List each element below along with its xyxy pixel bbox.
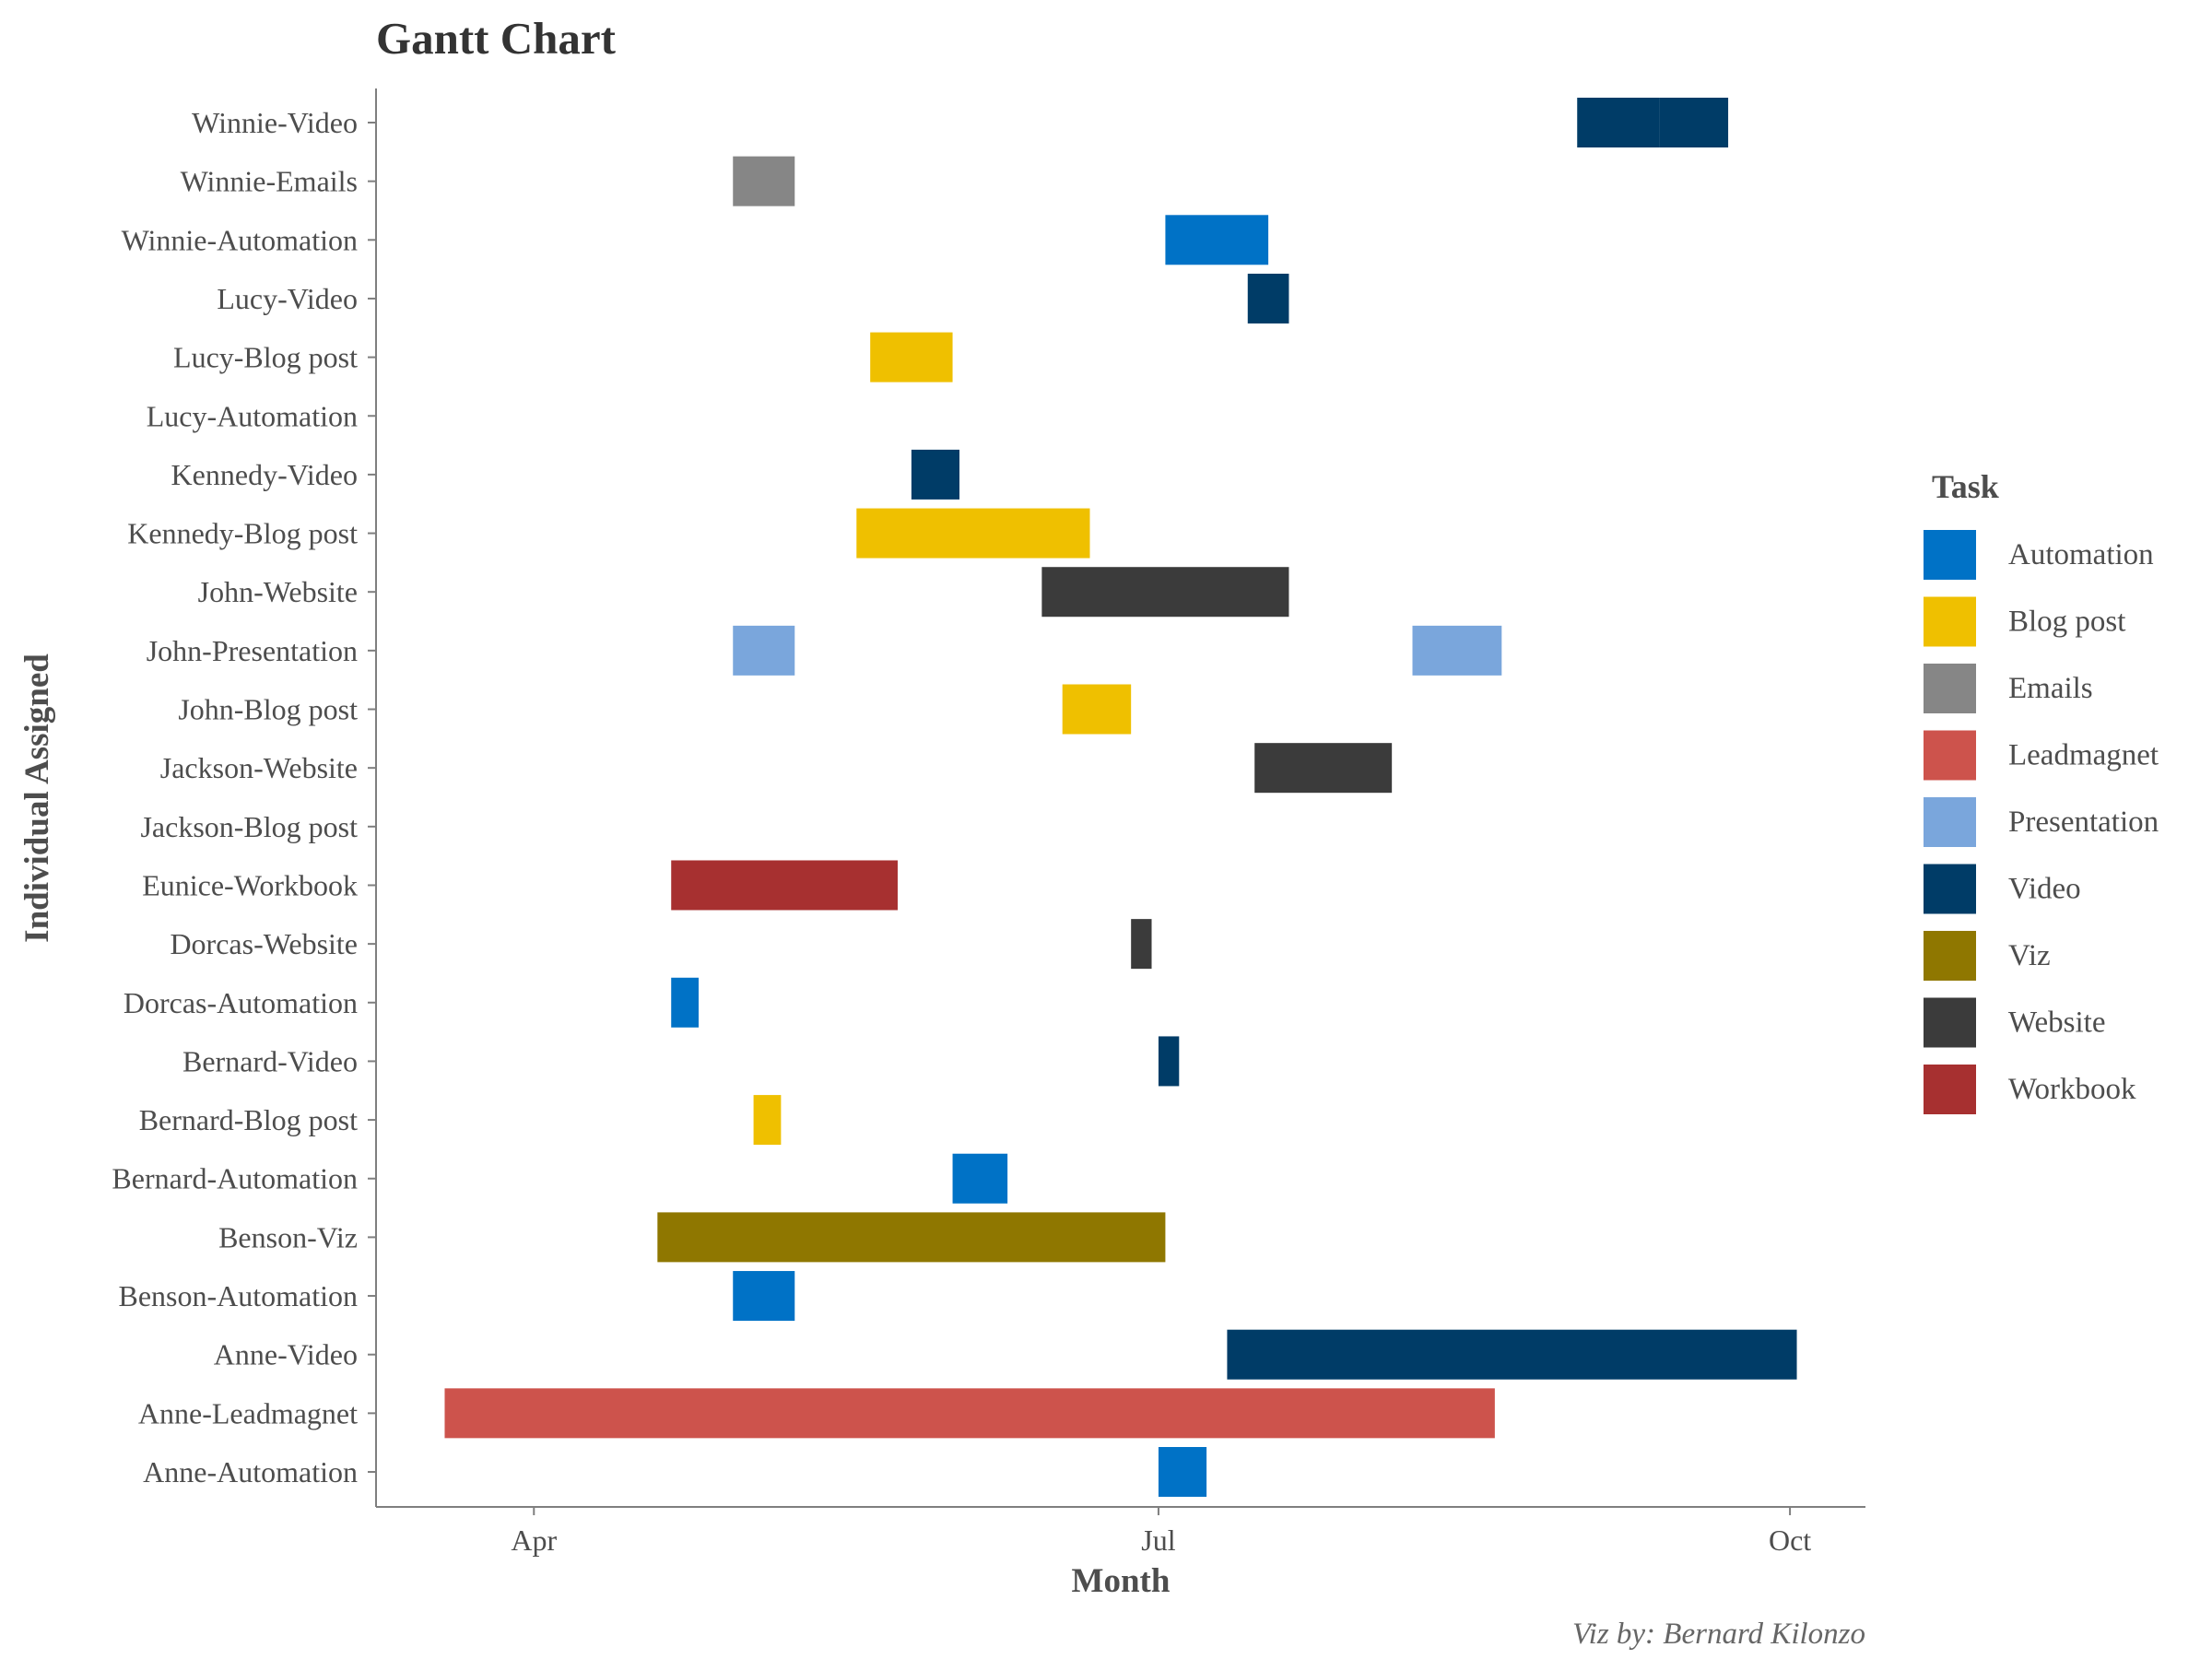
y-tick-label: Winnie-Video bbox=[192, 106, 358, 139]
task-bar bbox=[733, 156, 795, 206]
legend-label: Video bbox=[2008, 873, 2081, 906]
task-bar bbox=[1577, 98, 1660, 147]
legend-label: Leadmagnet bbox=[2008, 739, 2159, 772]
y-tick-label: John-Presentation bbox=[147, 634, 358, 667]
plot-area: Winnie-Video Winnie-Emails Winnie-Automati… bbox=[112, 88, 1865, 1557]
legend-label: Emails bbox=[2008, 672, 2093, 705]
x-tick-label: Apr bbox=[511, 1524, 557, 1557]
task-bar bbox=[444, 1388, 1495, 1439]
legend-key bbox=[1924, 596, 1976, 647]
y-tick-label: Lucy-Video bbox=[217, 282, 358, 315]
legend: Task Automation Blog post Emails Leadmagnet… bbox=[1924, 468, 2159, 1114]
task-bar bbox=[1412, 625, 1502, 676]
legend-label: Automation bbox=[2008, 538, 2154, 571]
task-bar bbox=[1165, 215, 1269, 265]
task-bar bbox=[1062, 684, 1132, 735]
y-tick-label: Dorcas-Automation bbox=[124, 986, 358, 1019]
task-bar bbox=[1254, 743, 1393, 794]
legend-label: Blog post bbox=[2008, 606, 2125, 639]
y-tick-label: Bernard-Automation bbox=[112, 1162, 358, 1195]
y-tick-label: Lucy-Blog post bbox=[173, 341, 358, 374]
y-tick-label: Kennedy-Blog post bbox=[127, 517, 358, 550]
task-bar bbox=[753, 1095, 782, 1146]
task-bar bbox=[1131, 919, 1152, 970]
y-tick-label: Jackson-Blog post bbox=[140, 810, 358, 843]
y-tick-label: Jackson-Website bbox=[160, 751, 358, 784]
legend-key bbox=[1924, 664, 1976, 713]
legend-label: Workbook bbox=[2008, 1073, 2136, 1106]
y-tick-label: Dorcas-Website bbox=[170, 927, 358, 960]
task-bars bbox=[444, 98, 1797, 1497]
task-bar bbox=[1041, 567, 1289, 618]
chart-title: Gantt Chart bbox=[376, 13, 617, 64]
legend-key bbox=[1924, 931, 1976, 981]
task-bar bbox=[952, 1153, 1008, 1204]
y-tick-label: Benson-Viz bbox=[218, 1220, 358, 1253]
legend-key bbox=[1924, 864, 1976, 914]
task-bar bbox=[1158, 1447, 1207, 1497]
x-axis-ticks: Apr Jul Oct bbox=[511, 1507, 1811, 1557]
task-bar bbox=[671, 860, 898, 911]
task-bar bbox=[671, 977, 700, 1028]
legend-key bbox=[1924, 997, 1976, 1048]
legend-key bbox=[1924, 530, 1976, 580]
y-axis-title: Individual Assigned bbox=[18, 653, 56, 943]
task-bar bbox=[733, 625, 795, 676]
legend-label: Viz bbox=[2008, 939, 2051, 972]
caption: Viz by: Bernard Kilonzo bbox=[1572, 1618, 1865, 1651]
task-bar bbox=[1659, 98, 1729, 147]
task-bar bbox=[870, 332, 953, 382]
y-tick-label: Kennedy-Video bbox=[171, 458, 358, 491]
y-tick-label: John-Blog post bbox=[178, 693, 358, 726]
task-bar bbox=[1158, 1036, 1180, 1087]
legend-key bbox=[1924, 1065, 1976, 1114]
y-tick-label: Benson-Automation bbox=[118, 1279, 358, 1312]
y-tick-label: Anne-Video bbox=[214, 1338, 358, 1371]
y-tick-label: Lucy-Automation bbox=[147, 399, 358, 432]
y-tick-label: Bernard-Blog post bbox=[139, 1103, 358, 1136]
task-bar bbox=[1227, 1329, 1797, 1380]
legend-key bbox=[1924, 730, 1976, 781]
legend-key bbox=[1924, 797, 1976, 847]
task-bar bbox=[1247, 273, 1289, 324]
y-axis-ticks: Winnie-Video Winnie-Emails Winnie-Automati… bbox=[112, 106, 376, 1488]
x-axis-title: Month bbox=[1072, 1562, 1171, 1600]
task-bar bbox=[733, 1271, 795, 1322]
y-tick-label: Winnie-Emails bbox=[181, 165, 358, 198]
y-tick-label: Bernard-Video bbox=[182, 1044, 358, 1077]
legend-label: Website bbox=[2008, 1006, 2105, 1040]
task-bar bbox=[911, 449, 959, 500]
y-tick-label: Anne-Leadmagnet bbox=[138, 1396, 358, 1430]
legend-title: Task bbox=[1932, 468, 1999, 505]
legend-label: Presentation bbox=[2008, 806, 2159, 839]
task-bar bbox=[657, 1212, 1166, 1263]
x-tick-label: Oct bbox=[1769, 1524, 1811, 1557]
task-bar bbox=[856, 508, 1090, 559]
y-tick-label: Anne-Automation bbox=[143, 1455, 358, 1488]
x-tick-label: Jul bbox=[1141, 1524, 1175, 1557]
y-tick-label: John-Website bbox=[198, 575, 358, 608]
y-tick-label: Eunice-Workbook bbox=[142, 868, 358, 901]
y-tick-label: Winnie-Automation bbox=[122, 223, 358, 256]
